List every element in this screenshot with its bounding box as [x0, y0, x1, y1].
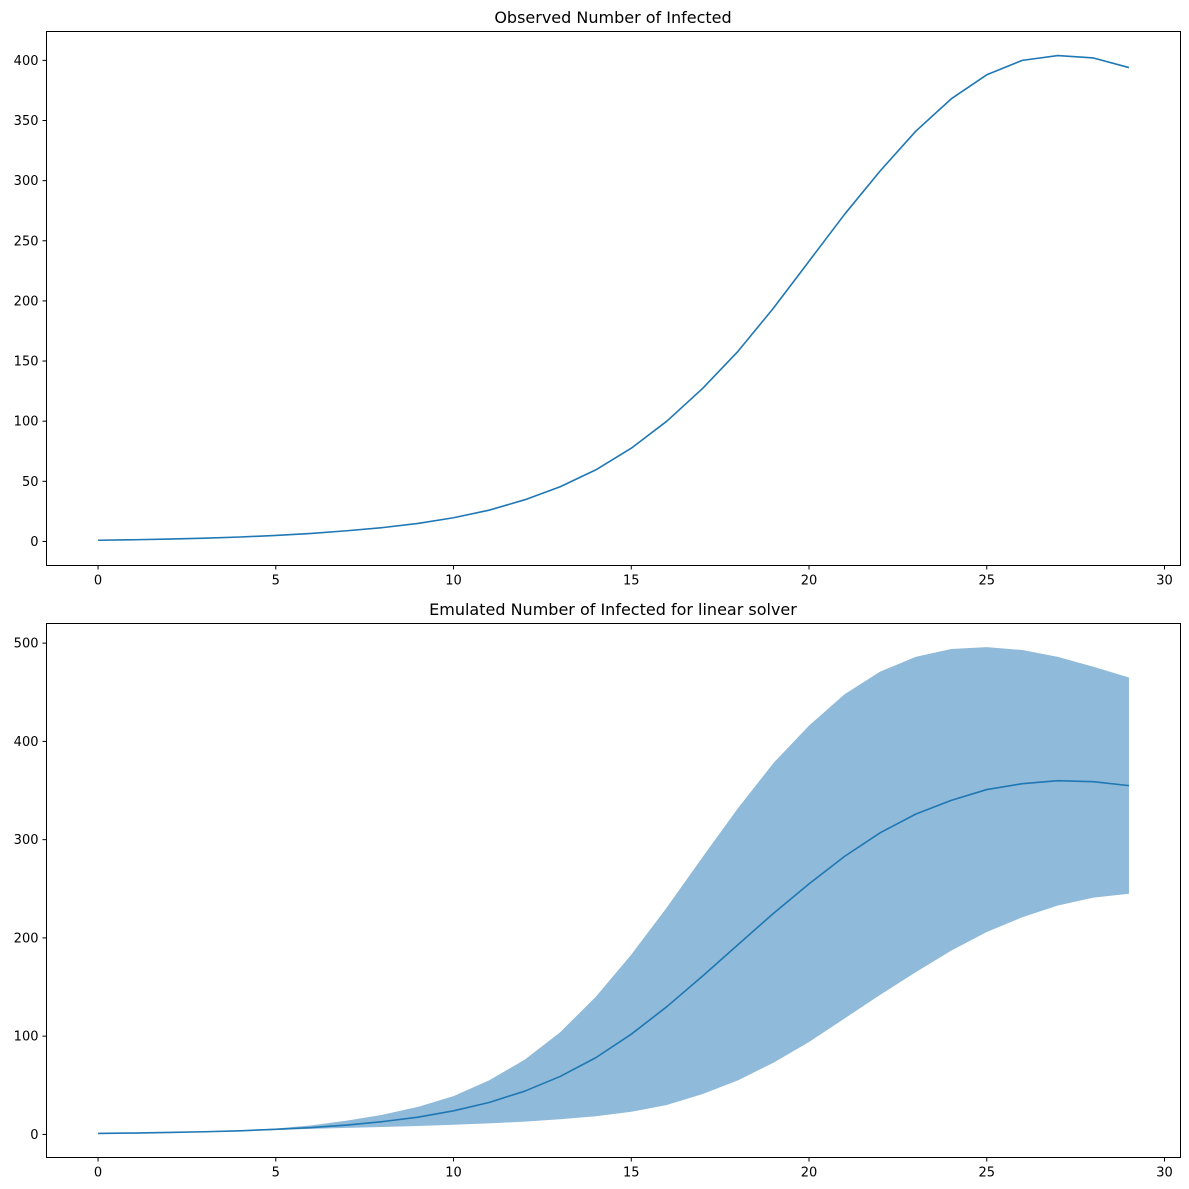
observed-y-tick-label: 150	[14, 355, 39, 370]
emulated-x-tick-label: 15	[623, 1166, 640, 1181]
emulated-chart-panel: Emulated Number of Infected for linear s…	[14, 600, 1181, 1181]
emulated-y-tick-label: 200	[14, 931, 39, 946]
emulated-x-tick-label: 5	[272, 1166, 280, 1181]
emulated-y-axis: 0 100 200 300 400 500	[14, 637, 47, 1143]
emulated-band-layer	[98, 647, 1129, 1134]
observed-plot-frame	[46, 31, 1181, 566]
observed-x-tick-label: 25	[978, 574, 995, 589]
observed-y-tick-label: 350	[14, 114, 39, 129]
observed-x-tick-label: 30	[1156, 574, 1173, 589]
observed-y-tick-label: 0	[30, 535, 38, 550]
observed-y-tick-label: 300	[14, 174, 39, 189]
emulated-confidence-band	[98, 647, 1129, 1134]
observed-x-tick-label: 15	[623, 574, 640, 589]
emulated-x-tick-label: 10	[445, 1166, 462, 1181]
observed-series-line	[98, 54, 1130, 542]
emulated-series-line	[98, 779, 1130, 1135]
emulated-x-tick-label: 25	[978, 1166, 995, 1181]
emulated-x-tick-label: 20	[801, 1166, 818, 1181]
emulated-line-layer	[98, 779, 1130, 1135]
emulated-y-tick-label: 400	[14, 735, 39, 750]
observed-y-axis: 0 50 100 150 200 250 300 350 400	[14, 54, 47, 550]
emulated-y-tick-label: 300	[14, 833, 39, 848]
observed-chart-panel: Observed Number of Infected 0 5 10 15 20 25 30…	[14, 8, 1181, 589]
observed-x-tick-label: 20	[801, 574, 818, 589]
emulated-y-tick-label: 100	[14, 1030, 39, 1045]
observed-y-tick-label: 50	[22, 475, 39, 490]
observed-y-tick-label: 200	[14, 294, 39, 309]
emulated-x-tick-label: 30	[1156, 1166, 1173, 1181]
emulated-plot-frame	[46, 623, 1181, 1158]
observed-x-tick-label: 10	[445, 574, 462, 589]
observed-chart-title: Observed Number of Infected	[494, 8, 731, 27]
observed-x-tick-label: 0	[94, 574, 102, 589]
observed-x-axis: 0 5 10 15 20 25 30	[94, 565, 1173, 589]
observed-y-tick-label: 250	[14, 234, 39, 249]
observed-line-layer	[98, 54, 1130, 542]
emulated-y-tick-label: 0	[30, 1128, 38, 1143]
emulated-chart-title: Emulated Number of Infected for linear s…	[429, 600, 797, 619]
emulated-x-axis: 0 5 10 15 20 25 30	[94, 1157, 1173, 1181]
observed-x-tick-label: 5	[272, 574, 280, 589]
emulated-x-tick-label: 0	[94, 1166, 102, 1181]
observed-y-tick-label: 100	[14, 415, 39, 430]
observed-y-tick-label: 400	[14, 54, 39, 69]
emulated-y-tick-label: 500	[14, 637, 39, 652]
